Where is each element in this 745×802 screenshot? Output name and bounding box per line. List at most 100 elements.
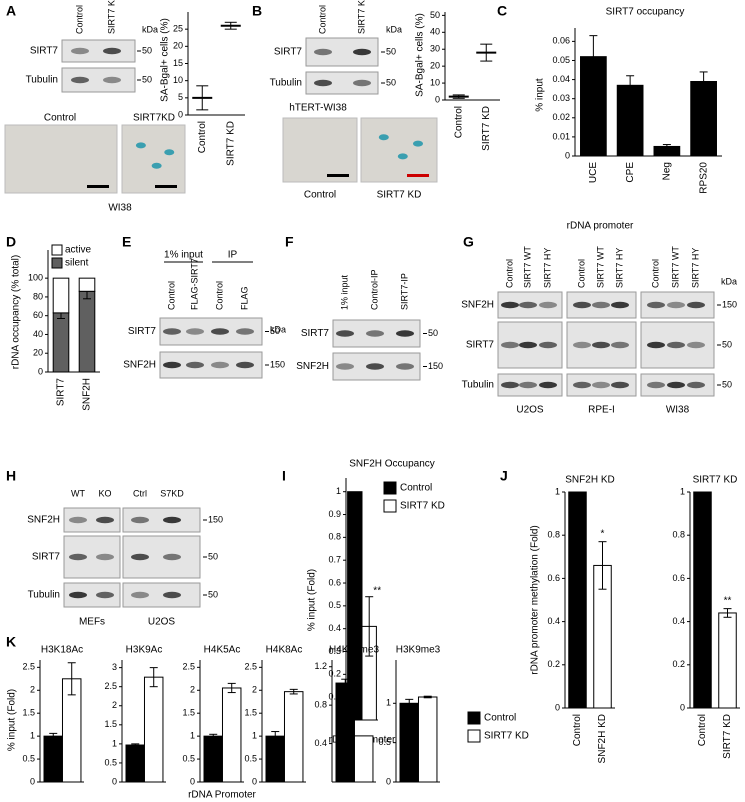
blot-band bbox=[519, 341, 537, 349]
legend-label: SIRT7 KD bbox=[400, 501, 445, 512]
blot-band bbox=[96, 516, 114, 524]
bar-segment bbox=[78, 277, 96, 292]
y-tick-label: 0.02 bbox=[552, 112, 570, 122]
marker-label: 150 bbox=[270, 359, 285, 369]
x-tick-label: Control bbox=[197, 121, 208, 153]
panel-label: K bbox=[6, 634, 16, 650]
y-tick-label: 2.5 bbox=[244, 662, 257, 672]
lane-label: SIRT7 WT bbox=[595, 246, 605, 288]
blot-band bbox=[366, 330, 384, 337]
blot-band bbox=[647, 381, 665, 389]
y-axis-label: rDNA occupancy (% total) bbox=[11, 255, 22, 370]
group-label: U2OS bbox=[516, 405, 544, 416]
group-label: 1% input bbox=[164, 250, 203, 261]
y-tick-label: 10 bbox=[173, 75, 183, 85]
panel-label: H bbox=[6, 468, 16, 484]
y-tick-label: 0.8 bbox=[547, 530, 560, 540]
blot-band bbox=[71, 76, 89, 84]
bar-segment bbox=[52, 277, 70, 314]
y-tick-label: 1.5 bbox=[22, 708, 35, 718]
blot-band bbox=[314, 79, 332, 87]
group-label: IP bbox=[228, 250, 238, 261]
micrograph bbox=[4, 124, 118, 194]
lane-label: KO bbox=[98, 488, 111, 498]
micrograph bbox=[282, 117, 358, 183]
blot-band bbox=[69, 553, 87, 561]
unit-label: kDa bbox=[142, 24, 158, 34]
y-tick-label: 1.5 bbox=[244, 708, 257, 718]
micrograph-label: Control bbox=[304, 190, 336, 201]
blot-band bbox=[647, 341, 665, 349]
bar bbox=[335, 682, 355, 783]
marker-label: 150 bbox=[428, 361, 443, 371]
row-label: Tubulin bbox=[270, 78, 302, 89]
blot-band bbox=[163, 328, 181, 335]
y-tick-label: 0 bbox=[435, 94, 440, 104]
panel-label: B bbox=[252, 3, 262, 19]
panel-title: H4K8Ac bbox=[266, 645, 303, 656]
y-tick-label: 0 bbox=[112, 776, 117, 786]
y-tick-label: 0.9 bbox=[328, 509, 341, 519]
blot-strip bbox=[305, 71, 379, 95]
blot-band bbox=[366, 363, 384, 370]
y-tick-label: 2.5 bbox=[104, 681, 117, 691]
y-tick-label: 10 bbox=[430, 77, 440, 87]
y-tick-label: 15 bbox=[173, 58, 183, 68]
blot-band bbox=[687, 301, 705, 309]
marker-label: 50 bbox=[142, 45, 152, 55]
panel-title: H4K5Ac bbox=[204, 645, 241, 656]
unit-label: kDa bbox=[270, 324, 286, 334]
blot-band bbox=[667, 341, 685, 349]
bar-segment bbox=[78, 290, 96, 373]
panel-label: C bbox=[497, 3, 507, 19]
stained-cell bbox=[413, 140, 423, 147]
lane-label: FLAG bbox=[239, 286, 249, 310]
lane-label: SIRT7 HY bbox=[542, 248, 552, 288]
blot-strip bbox=[566, 373, 637, 397]
y-tick-label: 1.5 bbox=[182, 708, 195, 718]
blot-band bbox=[69, 591, 87, 599]
legend-swatch bbox=[467, 729, 481, 743]
blot-band bbox=[396, 330, 414, 337]
blot-band bbox=[236, 361, 254, 369]
significance: * bbox=[601, 528, 605, 539]
blot-band bbox=[336, 330, 354, 337]
scale-bar bbox=[155, 185, 177, 188]
blot-band bbox=[186, 328, 204, 335]
blot-band bbox=[592, 301, 610, 309]
blot-band bbox=[539, 341, 557, 349]
blot-band bbox=[501, 301, 519, 309]
blot-band bbox=[539, 381, 557, 389]
lane-label: WT bbox=[71, 488, 85, 498]
chart-title: SNF2H KD bbox=[565, 475, 614, 486]
y-tick-label: 0.5 bbox=[182, 753, 195, 763]
y-tick-label: 3 bbox=[112, 662, 117, 672]
micrograph-label: SIRT7KD bbox=[133, 113, 175, 124]
lane-label: Control-IP bbox=[369, 269, 379, 310]
micrograph bbox=[121, 124, 186, 194]
y-tick-label: 1 bbox=[30, 731, 35, 741]
row-label: SIRT7 bbox=[32, 552, 61, 563]
unit-label: kDa bbox=[386, 24, 402, 34]
y-tick-label: 0.4 bbox=[328, 623, 341, 633]
bar bbox=[203, 735, 223, 783]
y-tick-label: 0.6 bbox=[547, 573, 560, 583]
blot-band bbox=[163, 553, 181, 561]
lane-label: 1% input bbox=[339, 274, 349, 310]
lane-label: SIRT7 WT bbox=[522, 246, 532, 288]
x-tick-label: Control bbox=[453, 106, 464, 138]
blot-band bbox=[103, 47, 121, 55]
y-tick-label: 0.04 bbox=[552, 74, 570, 84]
y-tick-label: 0.6 bbox=[328, 577, 341, 587]
y-tick-label: 0.8 bbox=[672, 530, 685, 540]
bar-segment bbox=[52, 312, 70, 373]
y-tick-label: 0.05 bbox=[552, 55, 570, 65]
x-group-label: rDNA promoter bbox=[567, 221, 634, 232]
blot-band bbox=[611, 381, 629, 389]
y-tick-label: 0 bbox=[38, 366, 43, 376]
caption: WI38 bbox=[108, 203, 132, 214]
lane-label: SIRT7 KD bbox=[356, 0, 366, 34]
row-label: SIRT7 bbox=[466, 340, 495, 351]
marker-label: 50 bbox=[386, 46, 396, 56]
blot-band bbox=[186, 361, 204, 369]
